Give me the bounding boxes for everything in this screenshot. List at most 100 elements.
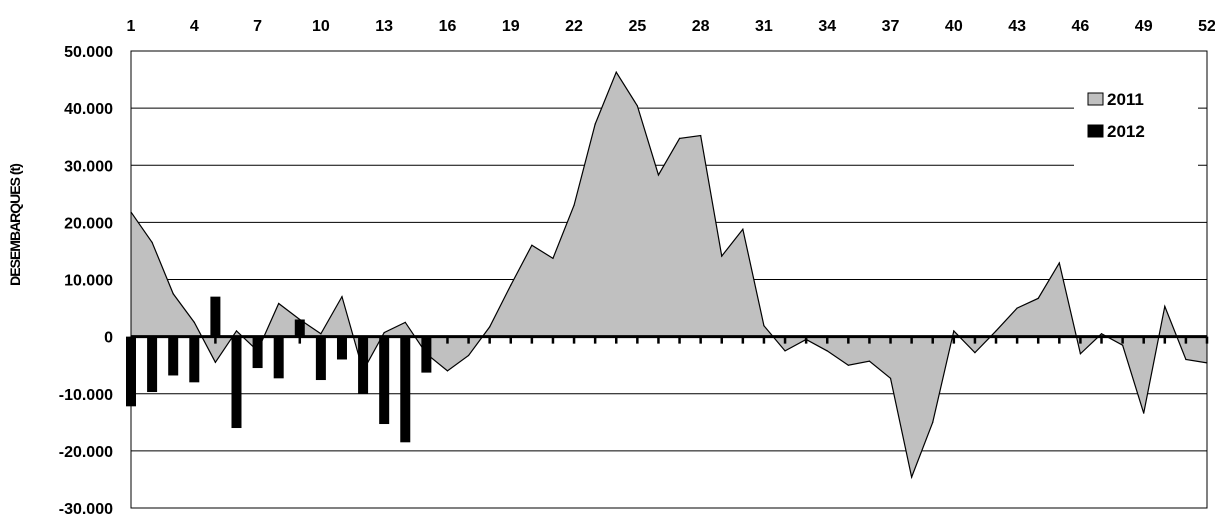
series-2011-point-20 [531, 244, 533, 246]
series-2011-point-46 [1079, 353, 1082, 355]
x-tick-label-25: 25 [628, 18, 646, 35]
bar-2012-week-7 [252, 336, 263, 369]
x-axis-ticks: 1 4 7 10 13 16 19 22 25 28 31 34 37 40 43 46 49 52 [127, 18, 1215, 35]
series-2011-point-32 [784, 350, 786, 352]
x-tick-label-46: 46 [1072, 18, 1090, 35]
y-tick-label-8: -30.000 [59, 501, 113, 517]
series-2011-point-47 [1100, 333, 1103, 335]
series-2011-point-21 [552, 257, 554, 259]
series-2011-point-35 [847, 364, 849, 366]
series-2011-point-16 [446, 370, 449, 372]
bar-2012-week-13 [379, 336, 390, 425]
bar-2012-week-9 [294, 319, 305, 337]
series-2011-point-40 [953, 330, 955, 332]
bar-2012-week-4 [189, 336, 200, 383]
y-tick-label-7: -20.000 [59, 444, 113, 461]
series-2011-point-24 [615, 71, 617, 73]
bar-2012-week-6 [231, 336, 242, 429]
series-2011-point-30 [742, 228, 744, 230]
x-tick-label-22: 22 [565, 18, 583, 35]
series-2011-point-18 [489, 326, 491, 328]
series-2011-point-34 [826, 350, 828, 352]
series-2011-point-49 [1143, 412, 1145, 414]
y-tick-label-5: 0 [104, 330, 113, 347]
series-2011-point-36 [868, 360, 871, 362]
y-tick-label-6: -10.000 [59, 387, 113, 404]
legend-label-2011: 2011 [1107, 90, 1144, 109]
bar-2012-week-8 [273, 336, 284, 379]
y-axis-label: DESEMBARQUES (t) [7, 164, 23, 286]
y-tick-label-2: 30.000 [64, 158, 113, 175]
series-2011-point-27 [678, 137, 681, 139]
series-2011-point-23 [594, 123, 596, 125]
x-tick-label-19: 19 [502, 18, 520, 35]
series-2011-point-17 [467, 354, 470, 357]
series-2011-point-25 [636, 105, 638, 107]
bar-2012-week-12 [358, 336, 369, 394]
series-2011-point-42 [995, 330, 997, 332]
x-tick-label-49: 49 [1135, 18, 1153, 35]
bar-2012-week-5 [210, 296, 221, 337]
series-2011-point-39 [932, 421, 934, 423]
series-2011-point-31 [763, 325, 765, 327]
x-tick-label-40: 40 [945, 18, 963, 35]
legend: 2011 2012 [1074, 86, 1198, 175]
series-2011-point-37 [889, 377, 892, 379]
y-tick-label-0: 50.000 [64, 44, 113, 61]
x-tick-label-28: 28 [692, 18, 710, 35]
series-2011-point-29 [721, 255, 723, 257]
series-2011-point-50 [1164, 305, 1166, 307]
x-tick-label-31: 31 [755, 18, 773, 35]
legend-swatch-2012 [1087, 124, 1104, 138]
plot-frame [130, 50, 1208, 509]
x-tick-label-1: 1 [127, 18, 136, 35]
x-tick-label-10: 10 [312, 18, 330, 35]
series-2011-point-28 [700, 134, 702, 137]
bar-2012-week-11 [336, 336, 347, 360]
series-2011-point-38 [911, 476, 913, 478]
series-2011-point-6 [235, 330, 238, 332]
series-2011-point-5 [214, 361, 216, 363]
bar-2012-week-3 [168, 336, 179, 376]
series-2011-point-26 [657, 174, 660, 176]
series-2011-point-3 [172, 293, 174, 295]
y-axis-ticks: 50.000 40.000 30.000 20.000 10.000 0 -10.000 -2… [59, 44, 113, 517]
series-2011-line [130, 70, 1208, 480]
bar-2012-week-14 [400, 336, 411, 443]
bar-2012-week-2 [147, 336, 158, 393]
x-tick-label-13: 13 [375, 18, 393, 35]
series-2011-point-19 [510, 284, 512, 286]
series-2011-point-14 [404, 321, 406, 323]
series-2011-area [130, 70, 1208, 480]
series-2011-point-48 [1122, 344, 1124, 346]
series-2011-point-10 [320, 333, 322, 335]
series-2011-point-51 [1185, 358, 1187, 361]
series-2011-point-8 [278, 302, 280, 305]
bar-2012-week-15 [421, 336, 432, 373]
series-2011-point-45 [1058, 262, 1060, 264]
series-2012-bars [126, 296, 432, 443]
series-2011-point-44 [1037, 297, 1039, 299]
series-2011-point-13 [383, 332, 385, 334]
x-tick-label-7: 7 [253, 18, 262, 35]
axes [129, 50, 1209, 509]
x-tick-label-37: 37 [882, 18, 900, 35]
legend-swatch-2011 [1087, 92, 1104, 106]
x-tick-label-43: 43 [1008, 18, 1026, 35]
legend-label-2012: 2012 [1107, 122, 1145, 141]
x-tick-label-34: 34 [818, 18, 836, 35]
series-2011-point-4 [193, 321, 195, 323]
y-tick-label-3: 20.000 [64, 215, 113, 232]
x-tick-label-4: 4 [190, 18, 199, 35]
y-tick-label-4: 10.000 [64, 273, 113, 290]
y-tick-label-1: 40.000 [64, 101, 113, 118]
x-tick-label-52: 52 [1198, 18, 1215, 35]
series-2011-point-41 [974, 352, 976, 354]
series-2011-point-43 [1016, 307, 1018, 309]
series-2011-point-11 [341, 296, 343, 298]
series-2011-point-22 [573, 204, 575, 206]
x-tick-label-16: 16 [439, 18, 457, 35]
series-2011-point-2 [151, 241, 153, 243]
series-2011-fill [131, 72, 1207, 478]
